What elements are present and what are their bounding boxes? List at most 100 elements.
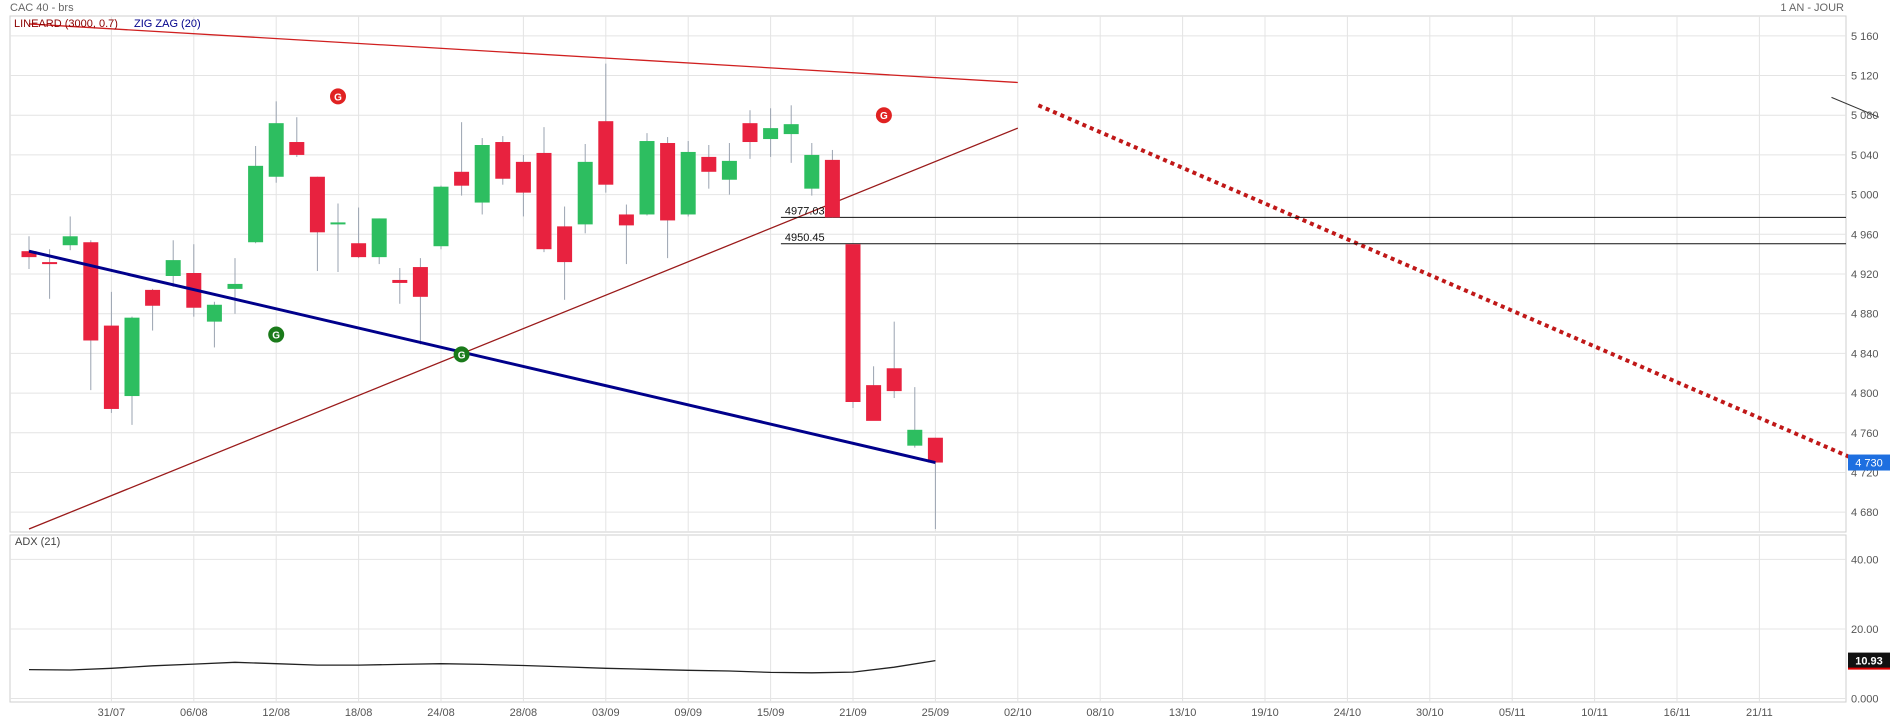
price-tick-label: 4 760	[1851, 428, 1879, 440]
adx-tick-label: 0.000	[1851, 694, 1879, 706]
grid-layer	[10, 16, 1846, 702]
x-tick-label: 05/11	[1499, 707, 1526, 719]
candle-body	[907, 429, 923, 446]
last-price-label: 4 730	[1855, 458, 1883, 470]
candle-body	[433, 186, 449, 247]
candle-up	[783, 105, 799, 163]
support-line-label: 4950.45	[785, 232, 825, 244]
lower-trend-line	[28, 127, 1019, 530]
candle-body	[268, 123, 284, 177]
x-tick-label: 09/09	[674, 707, 702, 719]
candle-body	[598, 121, 614, 185]
adx-layer	[28, 659, 936, 674]
candle-body	[83, 242, 99, 341]
x-tick-label: 18/08	[345, 707, 373, 719]
candle-body	[62, 236, 78, 246]
candle-down	[392, 268, 408, 304]
price-tick-label: 5 040	[1851, 150, 1879, 162]
overlay-layer: 4977.03 4950.45	[28, 23, 1880, 530]
candle-down	[701, 145, 717, 189]
candle-down	[536, 127, 552, 253]
candle-body	[351, 243, 367, 258]
candle-body	[330, 222, 346, 225]
candle-body	[824, 159, 840, 218]
x-tick-label: 16/11	[1664, 707, 1691, 719]
candle-up	[639, 133, 655, 216]
candle-down	[83, 240, 99, 391]
upper-trend-line	[28, 23, 1018, 84]
projection-dotted-line	[1037, 103, 1864, 465]
x-tick-label: 06/08	[180, 707, 208, 719]
candle-body	[783, 124, 799, 135]
candle-body	[392, 279, 408, 283]
candle-body	[103, 325, 119, 409]
price-tick-label: 4 920	[1851, 269, 1879, 281]
indicator-zigzag-label: ZIG ZAG (20)	[134, 18, 201, 30]
candle-body	[206, 304, 222, 322]
signal-circle	[453, 346, 470, 363]
x-tick-label: 03/09	[592, 707, 620, 719]
candle-up	[268, 101, 284, 183]
signal-label: G	[458, 350, 466, 361]
candle-up	[371, 218, 387, 265]
candle-body	[124, 317, 140, 397]
candle-down	[495, 136, 511, 185]
period-label[interactable]: 1 AN - JOUR	[1780, 2, 1844, 14]
candle-body	[227, 283, 243, 289]
candle-up	[474, 138, 490, 215]
candle-body	[474, 145, 490, 203]
x-tick-label: 24/08	[427, 707, 455, 719]
candle-up	[433, 185, 449, 250]
x-tick-label: 12/08	[262, 707, 290, 719]
candle-down	[351, 207, 367, 259]
candle-body	[804, 154, 820, 189]
candle-body	[454, 171, 470, 186]
support-line-label: 4977.03	[785, 205, 825, 217]
last-price-badge	[1848, 454, 1890, 471]
candle-up	[330, 203, 346, 273]
price-tick-label: 4 880	[1851, 309, 1879, 321]
candle-up	[680, 141, 696, 217]
candle-body	[309, 176, 325, 233]
candle-body	[680, 151, 696, 215]
price-tick-label: 5 120	[1851, 71, 1879, 83]
candle-down	[866, 366, 882, 421]
price-tick-label: 5 160	[1851, 31, 1879, 43]
candle-down	[845, 244, 861, 408]
signal-label: G	[334, 92, 342, 103]
candle-body	[412, 267, 428, 297]
price-tick-label: 4 960	[1851, 229, 1879, 241]
candle-up	[165, 240, 181, 287]
candle-up	[763, 108, 779, 157]
x-tick-label: 30/10	[1416, 707, 1444, 719]
signal-label: G	[880, 111, 888, 122]
adx-value-label: 10.93	[1855, 656, 1883, 668]
candle-up	[124, 316, 140, 425]
x-tick-label: 24/10	[1334, 707, 1362, 719]
candle-body	[248, 165, 264, 243]
candle-down	[515, 154, 531, 217]
signal-layer: G G G G	[28, 88, 936, 464]
signal-circle	[330, 88, 346, 105]
price-tick-label: 4 800	[1851, 388, 1879, 400]
adx-tick-label: 40.00	[1851, 554, 1879, 566]
candle-body	[145, 289, 161, 306]
signal-circle	[268, 326, 285, 343]
candle-down	[660, 137, 676, 259]
candle-down	[618, 204, 634, 265]
candle-down	[824, 149, 840, 218]
indicator-lineard-label: LINEARD (3000, 0.7)	[14, 18, 118, 30]
candle-up	[907, 387, 923, 448]
adx-line	[28, 659, 936, 674]
buy-signal-marker: G	[268, 326, 285, 343]
candle-body	[21, 251, 37, 258]
candle-down	[742, 110, 758, 159]
candle-body	[866, 385, 882, 421]
adx-panel-frame	[9, 534, 1847, 703]
candle-body	[515, 161, 531, 193]
x-tick-label: 21/09	[839, 707, 867, 719]
candle-body	[927, 437, 943, 463]
candle-body	[577, 161, 593, 225]
candle-down	[309, 176, 325, 272]
